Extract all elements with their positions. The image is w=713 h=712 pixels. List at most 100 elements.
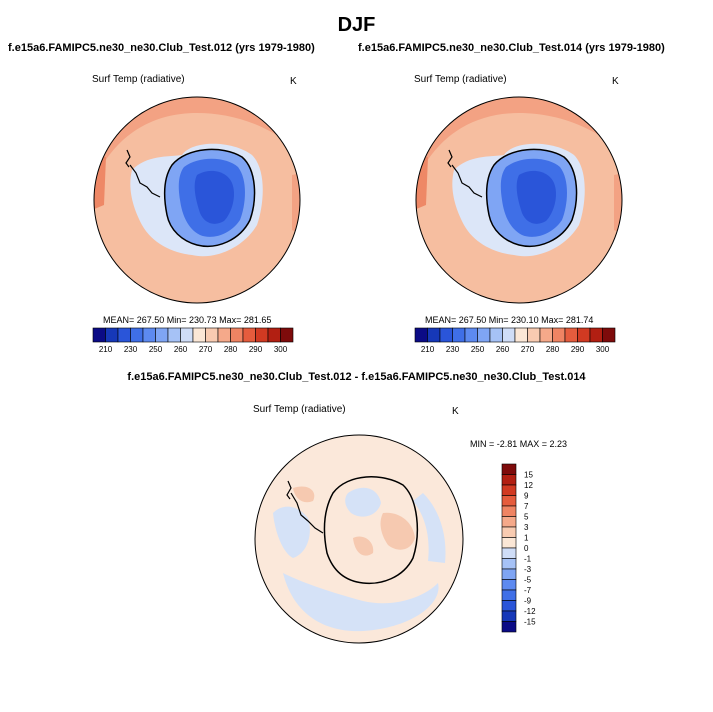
page-title: DJF xyxy=(337,14,376,36)
colorbar-box xyxy=(130,327,144,343)
case-a-colorbar: 210 230 250 260 270 280 290 300 xyxy=(92,327,294,354)
colorbar-tick-label: 210 xyxy=(421,345,435,354)
diff-colorbar-box xyxy=(501,600,517,612)
diff-colorbar-box xyxy=(501,526,517,538)
antarctica-coldest-core xyxy=(194,170,235,224)
diff-blue-region-south xyxy=(283,573,439,632)
diff-colorbar-box xyxy=(501,589,517,601)
colorbar-tick-label: 280 xyxy=(546,345,560,354)
diff-colorbar-tick-label: 3 xyxy=(524,523,529,532)
case-a-variable-label: Surf Temp (radiative) xyxy=(92,74,185,85)
antarctica-coldest-core xyxy=(516,170,557,224)
diff-colorbar-tick-label: 12 xyxy=(524,481,533,490)
colorbar-box xyxy=(180,327,194,343)
diff-variable-label: Surf Temp (radiative) xyxy=(253,404,346,415)
colorbar-box xyxy=(589,327,603,343)
diff-colorbar-tick-label: 5 xyxy=(524,513,529,522)
diff-colorbar-box xyxy=(501,579,517,591)
colorbar-box xyxy=(502,327,516,343)
map-boundary xyxy=(415,96,623,304)
diff-blue-region-east xyxy=(413,493,446,563)
case-b-title: f.e15a6.FAMIPC5.ne30_ne30.Club_Test.014 … xyxy=(358,42,665,54)
diff-colorbar-box xyxy=(501,558,517,570)
antarctica-coastline xyxy=(323,476,419,585)
diff-colorbar-tick-label: 15 xyxy=(524,471,533,480)
diff-colorbar-box xyxy=(501,516,517,528)
case-b-variable-label: Surf Temp (radiative) xyxy=(414,74,507,85)
colorbar-box xyxy=(564,327,578,343)
colorbar-box xyxy=(452,327,466,343)
diff-title: f.e15a6.FAMIPC5.ne30_ne30.Club_Test.012 … xyxy=(127,371,586,383)
colorbar-tick-label: 250 xyxy=(471,345,485,354)
diff-colorbar-tick-label: 7 xyxy=(524,502,529,511)
case-b-units: K xyxy=(612,76,619,87)
south-america-tip xyxy=(447,149,453,168)
colorbar-box xyxy=(142,327,156,343)
diff-colorbar-box xyxy=(501,463,517,475)
diff-blue-interior xyxy=(345,487,381,517)
map-boundary xyxy=(254,434,464,644)
case-a-title: f.e15a6.FAMIPC5.ne30_ne30.Club_Test.012 … xyxy=(8,42,315,54)
diff-colorbar-tick-label: 0 xyxy=(524,544,529,553)
south-america-tip xyxy=(286,480,292,500)
colorbar-box xyxy=(280,327,294,343)
map-boundary xyxy=(93,96,301,304)
colorbar-box xyxy=(192,327,206,343)
colorbar-box xyxy=(205,327,219,343)
colorbar-tick-label: 260 xyxy=(496,345,510,354)
diff-colorbar-tick-label: -15 xyxy=(524,618,536,627)
diff-colorbar-box xyxy=(501,474,517,486)
colorbar-box xyxy=(439,327,453,343)
colorbar-box xyxy=(527,327,541,343)
diff-orange-patch-1 xyxy=(380,512,415,550)
diff-orange-patch-2 xyxy=(353,536,374,556)
colorbar-box xyxy=(427,327,441,343)
colorbar-tick-label: 210 xyxy=(99,345,113,354)
diff-colorbar-box xyxy=(501,568,517,580)
colorbar-tick-label: 270 xyxy=(199,345,213,354)
colorbar-tick-label: 300 xyxy=(596,345,610,354)
colorbar-tick-label: 290 xyxy=(249,345,263,354)
south-america-tip xyxy=(125,149,131,168)
diff-colorbar-tick-label: -3 xyxy=(524,565,532,574)
colorbar-box xyxy=(117,327,131,343)
colorbar-tick-label: 280 xyxy=(224,345,238,354)
diff-colorbar-box xyxy=(501,495,517,507)
colorbar-box xyxy=(602,327,616,343)
colorbar-box xyxy=(464,327,478,343)
diff-colorbar-tick-label: -7 xyxy=(524,586,532,595)
colorbar-tick-label: 250 xyxy=(149,345,163,354)
colorbar-box xyxy=(105,327,119,343)
colorbar-box xyxy=(155,327,169,343)
colorbar-tick-label: 230 xyxy=(446,345,460,354)
diff-colorbar-tick-label: -12 xyxy=(524,607,536,616)
colorbar-box xyxy=(242,327,256,343)
diff-polar-map xyxy=(254,434,464,644)
colorbar-box xyxy=(230,327,244,343)
case-a-stats: MEAN= 267.50 Min= 230.73 Max= 281.65 xyxy=(103,315,272,325)
colorbar-tick-label: 290 xyxy=(571,345,585,354)
diff-colorbar-box xyxy=(501,547,517,559)
case-a-units: K xyxy=(290,76,297,87)
antarctic-peninsula xyxy=(290,492,324,534)
diff-orange-patch-3 xyxy=(293,486,315,503)
diff-colorbar-box xyxy=(501,484,517,496)
diff-colorbar-tick-label: -1 xyxy=(524,555,532,564)
diff-colorbar-box xyxy=(501,505,517,517)
case-a-polar-map xyxy=(93,96,301,304)
diff-blue-region-west xyxy=(273,506,310,558)
colorbar-box xyxy=(414,327,428,343)
diff-colorbar-tick-label: 9 xyxy=(524,492,529,501)
colorbar-box xyxy=(539,327,553,343)
colorbar-box xyxy=(514,327,528,343)
colorbar-tick-label: 260 xyxy=(174,345,188,354)
antarctic-peninsula xyxy=(451,164,483,198)
colorbar-box xyxy=(255,327,269,343)
case-b-stats: MEAN= 267.50 Min= 230.10 Max= 281.74 xyxy=(425,315,594,325)
diff-units: K xyxy=(452,406,459,417)
colorbar-box xyxy=(477,327,491,343)
case-b-polar-map xyxy=(415,96,623,304)
diff-colorbar-box xyxy=(501,610,517,622)
diff-stats: MIN = -2.81 MAX = 2.23 xyxy=(470,439,568,449)
